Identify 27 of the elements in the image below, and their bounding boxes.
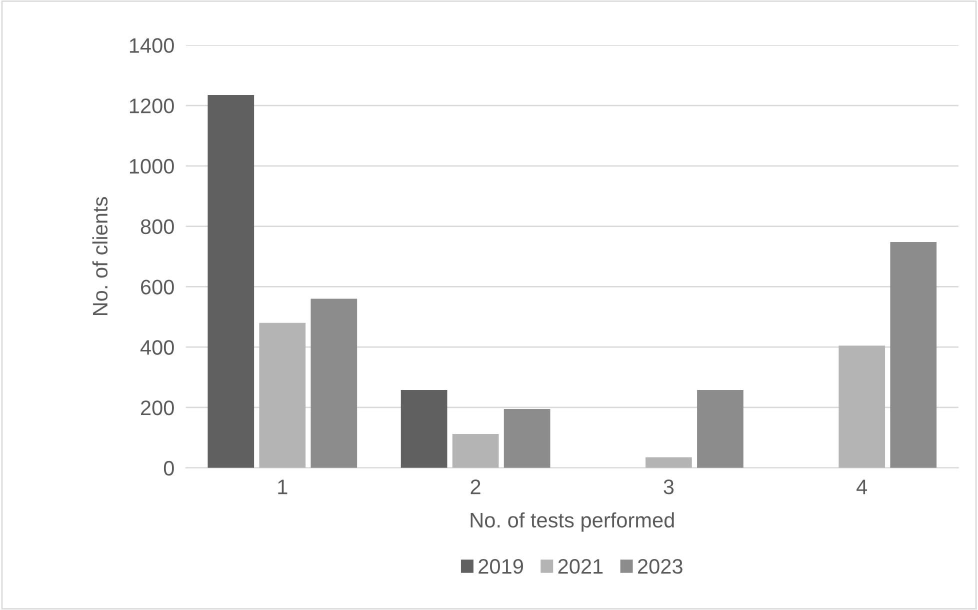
y-tick-label: 1200 bbox=[130, 98, 174, 114]
bar bbox=[504, 408, 550, 468]
legend-label: 2019 bbox=[478, 559, 523, 574]
y-tick-label: 800 bbox=[140, 219, 174, 234]
bar bbox=[208, 94, 254, 468]
bar bbox=[646, 457, 692, 468]
y-tick-label: 200 bbox=[141, 400, 174, 416]
bar bbox=[400, 390, 448, 468]
y-tick-label: 400 bbox=[140, 340, 174, 355]
y-tick-label: 1000 bbox=[130, 158, 174, 174]
y-tick-label: 1400 bbox=[130, 38, 174, 53]
bar bbox=[310, 298, 358, 468]
legend-label: 2023 bbox=[638, 559, 682, 574]
bar bbox=[259, 322, 306, 468]
x-axis-title: No. of tests performed bbox=[470, 512, 674, 532]
y-tick-label: 600 bbox=[141, 280, 174, 294]
y-axis-title: No. of clients bbox=[92, 197, 108, 316]
x-tick-label: 1 bbox=[278, 480, 288, 494]
bar bbox=[452, 434, 499, 468]
y-tick-label: 0 bbox=[164, 460, 174, 476]
x-tick-label: 4 bbox=[856, 480, 868, 494]
x-tick-label: 3 bbox=[664, 480, 674, 494]
x-tick-label: 2 bbox=[470, 480, 480, 494]
bar bbox=[697, 390, 744, 468]
bar bbox=[838, 346, 886, 468]
legend-label: 2021 bbox=[558, 559, 603, 574]
bar bbox=[890, 242, 937, 468]
